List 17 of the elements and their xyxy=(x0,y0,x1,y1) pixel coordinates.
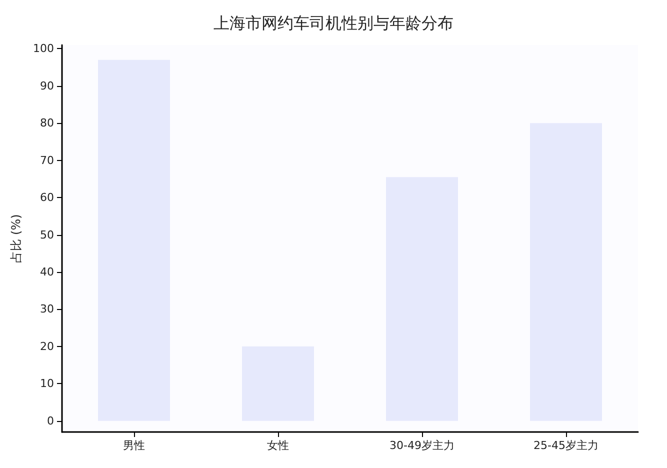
chart-title: 上海市网约车司机性别与年龄分布 xyxy=(214,14,454,32)
y-tick-label: 100 xyxy=(33,42,54,56)
y-tick-label: 90 xyxy=(40,79,54,92)
y-tick-label: 50 xyxy=(40,228,54,242)
y-tick-label: 0 xyxy=(47,414,54,428)
x-tick-label: 女性 xyxy=(267,439,289,452)
y-tick-label: 40 xyxy=(40,265,54,278)
y-tick-label: 60 xyxy=(40,191,54,204)
y-axis-title: 占比 (%) xyxy=(9,214,23,263)
y-tick-label: 30 xyxy=(40,302,54,316)
y-tick-label: 10 xyxy=(40,377,54,390)
y-tick-label: 20 xyxy=(40,340,54,353)
x-tick-label: 30-49岁主力 xyxy=(390,439,454,452)
y-tick-label: 70 xyxy=(40,154,54,167)
x-tick-label: 男性 xyxy=(123,439,145,452)
x-tick-label: 25-45岁主力 xyxy=(534,439,598,452)
y-tick-label: 80 xyxy=(40,116,54,130)
